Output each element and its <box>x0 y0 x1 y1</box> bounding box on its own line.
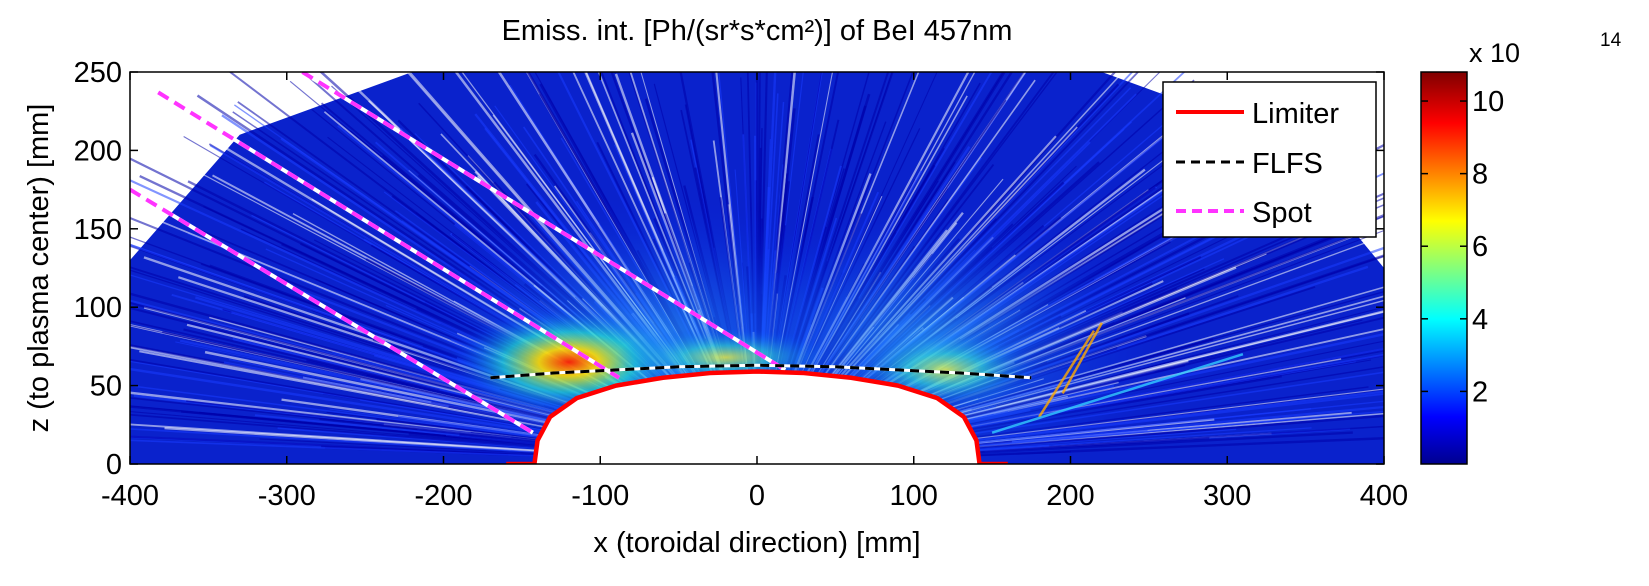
spot-line-1 <box>157 90 621 380</box>
y-tick-label: 250 <box>74 57 122 89</box>
y-tick-label: 100 <box>74 292 122 324</box>
legend-flfs-label: FLFS <box>1252 148 1323 180</box>
y-tick-label: 150 <box>74 214 122 246</box>
x-axis-label: x (toroidal direction) [mm] <box>593 527 920 559</box>
chart-title: Emiss. int. [Ph/(sr*s*cm²)] of BeI 457nm <box>502 15 1013 47</box>
colorbar-tick-label: 10 <box>1472 86 1504 118</box>
x-tick-label: 100 <box>890 480 938 512</box>
colorbar-ticks: 2 4 6 8 10 <box>1421 86 1504 408</box>
x-tick-label: -100 <box>571 480 629 512</box>
colorbar-tick-label: 6 <box>1472 231 1488 263</box>
x-tick-label: -400 <box>101 480 159 512</box>
x-tick-label: -200 <box>414 480 472 512</box>
x-tick-label: 400 <box>1360 480 1408 512</box>
x-axis-ticks: -400 -300 -200 -100 0 100 200 300 400 <box>101 72 1408 512</box>
y-tick-label: 200 <box>74 135 122 167</box>
x-tick-label: 0 <box>749 480 765 512</box>
legend-limiter-label: Limiter <box>1252 98 1339 130</box>
y-axis-label: z (to plasma center) [mm] <box>23 104 55 433</box>
legend: Limiter FLFS Spot <box>1162 81 1377 238</box>
x-tick-label: -300 <box>258 480 316 512</box>
colorbar-exponent-base: x 10 <box>1469 38 1520 68</box>
spot-line-base-2 <box>301 72 787 372</box>
flfs-line <box>490 363 1032 380</box>
colorbar-tick-label: 8 <box>1472 159 1488 191</box>
legend-spot-label: Spot <box>1252 197 1312 229</box>
colorbar-tick-label: 2 <box>1472 376 1488 408</box>
legend-box <box>1162 81 1377 238</box>
y-axis-ticks: 0 50 100 150 200 250 <box>74 57 1384 481</box>
spot-line-0 <box>130 187 534 435</box>
colorbar-tick-label: 4 <box>1472 304 1488 336</box>
colorbar: 2 4 6 8 10 x 10 14 <box>1420 30 1622 465</box>
limiter-line <box>506 369 1008 464</box>
y-tick-label: 50 <box>90 371 122 403</box>
colorbar-exponent-power: 14 <box>1600 30 1622 51</box>
colorbar-scale <box>1420 71 1468 465</box>
limiter-body <box>506 371 1008 464</box>
x-tick-label: 300 <box>1203 480 1251 512</box>
x-tick-label: 200 <box>1046 480 1094 512</box>
overlay-lines <box>130 72 1032 464</box>
emission-heatmap <box>130 72 1384 464</box>
y-tick-label: 0 <box>106 449 122 481</box>
